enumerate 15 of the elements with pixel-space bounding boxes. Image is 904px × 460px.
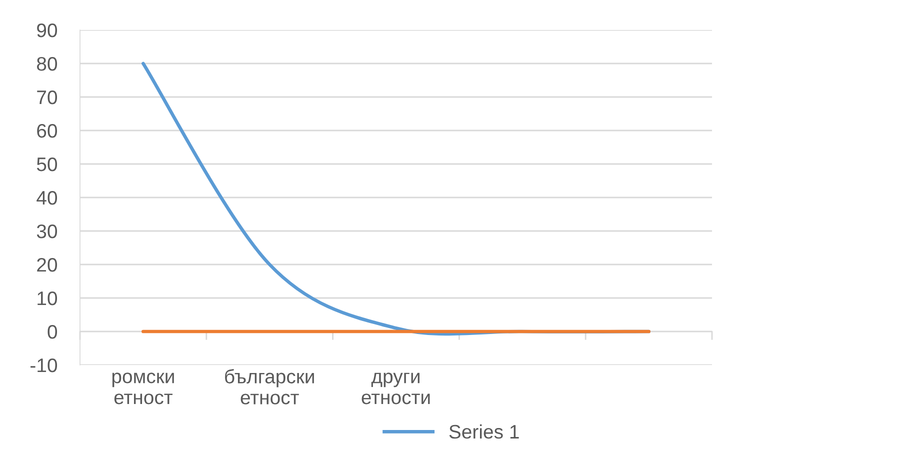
y-tick-label: 20 <box>37 258 58 272</box>
y-tick-label: 40 <box>36 190 58 205</box>
x-tick-label: други етности <box>362 372 430 404</box>
y-tick-label: 0 <box>48 324 58 339</box>
y-tick-label: 60 <box>37 124 58 138</box>
x-tick-label: български етност <box>225 369 314 404</box>
y-tick-label: -10 <box>30 358 58 372</box>
y-tick-label: 50 <box>36 157 58 172</box>
x-tick-label: ромски етност <box>112 372 174 404</box>
legend-label: Series 1 <box>449 424 519 439</box>
y-tick-label: 10 <box>38 291 58 306</box>
y-tick-label: 80 <box>36 56 58 71</box>
y-tick-label: 70 <box>37 90 58 104</box>
y-tick-label: 30 <box>36 224 58 238</box>
y-tick-label: 90 <box>37 23 58 38</box>
